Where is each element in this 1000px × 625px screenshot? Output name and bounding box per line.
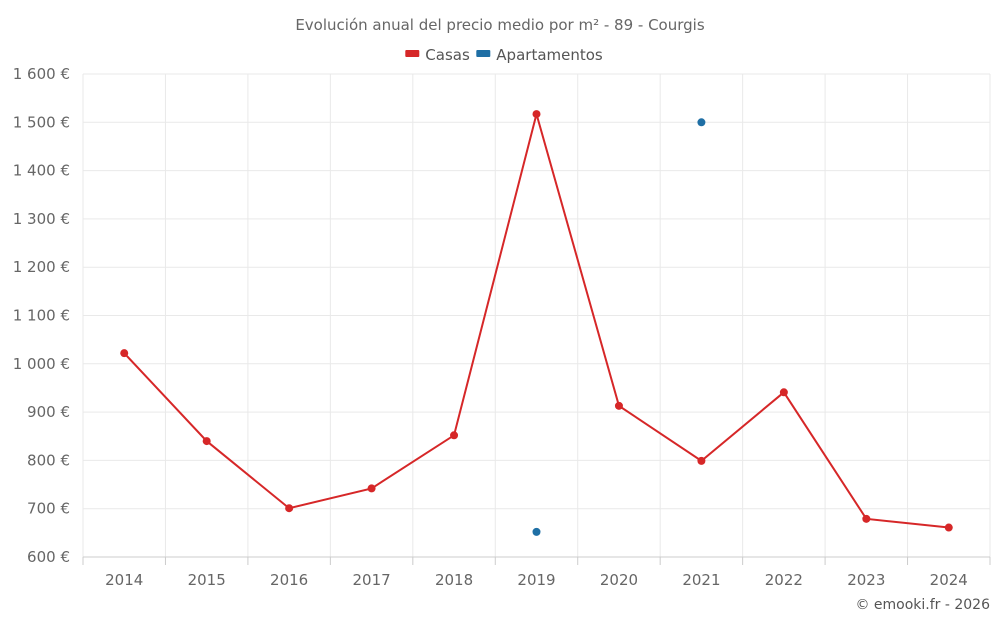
x-tick-label: 2016	[270, 571, 308, 589]
legend-label-apartamentos[interactable]: Apartamentos	[496, 46, 603, 64]
chart-title: Evolución anual del precio medio por m² …	[295, 16, 705, 34]
y-tick-label: 800 €	[27, 451, 70, 469]
x-tick-label: 2014	[105, 571, 143, 589]
grid	[82, 73, 991, 557]
y-tick-label: 1 300 €	[13, 210, 70, 228]
data-point-casas[interactable]	[697, 456, 706, 465]
y-tick-label: 1 000 €	[13, 355, 70, 373]
x-tick-label: 2015	[188, 571, 226, 589]
x-tick-label: 2022	[765, 571, 803, 589]
data-point-apartamentos[interactable]	[697, 118, 706, 127]
x-tick-label: 2024	[930, 571, 968, 589]
data-point-casas[interactable]	[202, 437, 211, 446]
y-tick-label: 700 €	[27, 500, 70, 518]
data-point-casas[interactable]	[862, 514, 871, 523]
credit-text: © emooki.fr - 2026	[855, 597, 990, 613]
data-point-apartamentos[interactable]	[532, 527, 541, 536]
y-tick-label: 1 100 €	[13, 307, 70, 325]
data-point-casas[interactable]	[450, 431, 459, 440]
y-tick-label: 1 600 €	[13, 65, 70, 83]
data-point-casas[interactable]	[944, 523, 953, 532]
y-tick-label: 1 500 €	[13, 113, 70, 131]
legend-swatch-casas[interactable]	[405, 50, 420, 57]
y-tick-label: 1 400 €	[13, 162, 70, 180]
data-point-casas[interactable]	[120, 349, 129, 358]
legend: Casas Apartamentos	[405, 46, 603, 64]
data-point-casas[interactable]	[779, 388, 788, 397]
y-tick-label: 900 €	[27, 403, 70, 421]
data-point-casas[interactable]	[285, 504, 294, 513]
x-tick-label: 2023	[847, 571, 885, 589]
x-tick-label: 2018	[435, 571, 473, 589]
x-tick-label: 2021	[682, 571, 720, 589]
x-tick-label: 2017	[352, 571, 390, 589]
legend-swatch-apartamentos[interactable]	[476, 50, 491, 57]
y-tick-label: 600 €	[27, 548, 70, 566]
data-point-casas[interactable]	[614, 401, 623, 410]
y-tick-label: 1 200 €	[13, 258, 70, 276]
data-point-casas[interactable]	[367, 484, 376, 493]
data-point-casas[interactable]	[532, 110, 541, 119]
x-tick-label: 2019	[517, 571, 555, 589]
axes: 600 € 700 € 800 € 900 € 1 000 € 1 100 € 1 200 …	[13, 65, 991, 589]
series	[120, 110, 953, 536]
x-tick-label: 2020	[600, 571, 638, 589]
legend-label-casas[interactable]: Casas	[425, 46, 470, 64]
